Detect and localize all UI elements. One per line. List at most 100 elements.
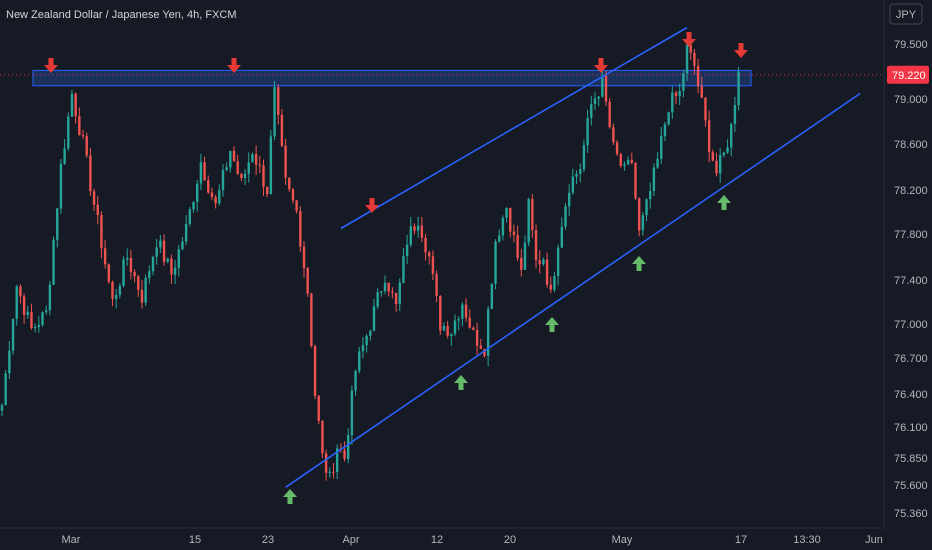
resistance-zone [32, 69, 752, 87]
candle-body [302, 246, 306, 268]
candle-body [615, 142, 619, 155]
candle [442, 322, 446, 332]
up-arrow-icon [632, 256, 646, 271]
candle [126, 248, 129, 266]
candle [324, 449, 328, 481]
channel-line-lower [285, 92, 861, 488]
candle-body [162, 240, 166, 262]
candle [365, 333, 368, 353]
candle [494, 239, 497, 290]
candle [89, 147, 92, 197]
candle-body [111, 281, 114, 299]
candle [118, 283, 122, 299]
candle-body [663, 124, 667, 137]
candle [612, 123, 615, 145]
down-arrow-icon [734, 43, 748, 58]
candle [579, 163, 582, 183]
candle-body [505, 208, 508, 218]
candle-body [126, 257, 129, 260]
candle-body [350, 390, 354, 436]
candle-body [604, 75, 608, 102]
candle-body [361, 345, 365, 352]
candle [85, 132, 88, 158]
candle [656, 152, 659, 170]
candle-body [33, 327, 37, 329]
up-arrow-icon [283, 489, 297, 504]
candle [103, 240, 107, 269]
candle-body [129, 257, 133, 272]
candle [247, 152, 250, 183]
x-tick-label: 23 [262, 534, 274, 546]
candle [11, 318, 15, 355]
candle-body [144, 277, 147, 303]
candle [582, 139, 586, 173]
candle-body [442, 325, 446, 331]
x-tick-label: 17 [735, 534, 747, 546]
candle-body [586, 117, 589, 146]
x-tick-label: Apr [342, 534, 359, 546]
candle-body [225, 167, 228, 171]
candle [41, 311, 44, 327]
candle [534, 224, 538, 269]
candle [236, 154, 239, 175]
candle [328, 467, 331, 478]
candle-body [494, 241, 497, 284]
candle-body [391, 291, 394, 293]
candle [678, 83, 681, 105]
candle-body [254, 154, 258, 165]
y-tick-label: 75.600 [894, 480, 928, 492]
y-tick-label: 79.500 [894, 39, 928, 51]
candle [420, 217, 424, 243]
candle [277, 84, 280, 125]
candle [615, 139, 619, 156]
candle [391, 287, 394, 299]
candle [564, 203, 567, 230]
candle [553, 272, 556, 293]
candle-body [398, 282, 401, 305]
candle-body [41, 312, 44, 326]
candle [509, 207, 512, 238]
candle-body [730, 123, 733, 148]
down-arrow-icon [365, 198, 379, 213]
candle-body [347, 435, 350, 460]
candle-body [409, 226, 413, 245]
candle-body [575, 173, 578, 177]
candle [439, 295, 442, 335]
candle-body [490, 283, 494, 309]
x-tick-label: May [612, 534, 633, 546]
x-tick-label: 15 [189, 534, 201, 546]
candle [468, 309, 471, 329]
candle [170, 254, 173, 285]
candle-body [74, 93, 77, 117]
currency-badge[interactable] [889, 3, 923, 25]
candle-body [582, 145, 586, 170]
candle [347, 428, 350, 464]
candle-body [262, 165, 265, 187]
candle-body [671, 92, 674, 113]
candle-body [155, 247, 158, 257]
candle [660, 126, 663, 165]
candle-body [667, 112, 670, 125]
candle [604, 70, 608, 107]
candle [240, 172, 243, 182]
x-tick-label: Jun [865, 534, 883, 546]
candle [232, 146, 236, 162]
candle-body [634, 162, 637, 199]
candle-body [424, 237, 427, 253]
candle-body [590, 104, 593, 118]
candle-body [170, 258, 173, 275]
candle-body [486, 308, 490, 356]
candle [96, 195, 99, 225]
y-tick-label: 78.200 [894, 185, 928, 197]
candle-body [22, 296, 26, 315]
y-tick-label: 77.800 [894, 229, 928, 241]
candle [376, 288, 379, 310]
candle [685, 39, 689, 81]
candle-body [148, 271, 151, 278]
candle [446, 320, 449, 339]
candle [26, 305, 29, 319]
candle-body [288, 177, 291, 190]
down-arrow-icon [594, 58, 608, 73]
candle [527, 197, 530, 247]
